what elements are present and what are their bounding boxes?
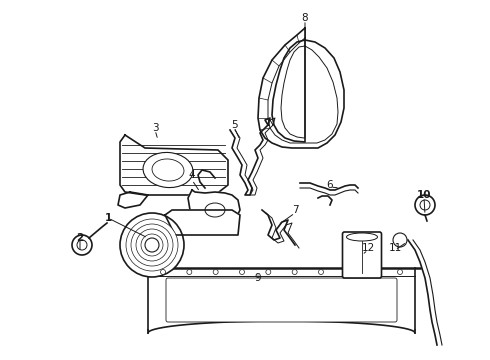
Text: 7: 7 xyxy=(292,205,298,215)
Polygon shape xyxy=(258,28,344,148)
Text: 5: 5 xyxy=(231,120,237,130)
Circle shape xyxy=(187,270,192,274)
FancyBboxPatch shape xyxy=(166,278,397,322)
Polygon shape xyxy=(118,192,148,208)
Text: 1: 1 xyxy=(104,213,112,223)
Ellipse shape xyxy=(152,159,184,181)
Text: 6: 6 xyxy=(327,180,333,190)
Circle shape xyxy=(318,270,323,274)
Circle shape xyxy=(141,234,163,256)
Circle shape xyxy=(397,270,402,274)
Circle shape xyxy=(213,270,218,274)
Text: 12: 12 xyxy=(362,243,375,253)
Circle shape xyxy=(120,213,184,277)
Text: 10: 10 xyxy=(417,190,431,200)
Circle shape xyxy=(240,270,245,274)
Polygon shape xyxy=(120,135,228,195)
Circle shape xyxy=(393,233,407,247)
Text: 8: 8 xyxy=(302,13,308,23)
Text: 11: 11 xyxy=(389,243,402,253)
Circle shape xyxy=(145,238,159,252)
FancyBboxPatch shape xyxy=(343,232,382,278)
Ellipse shape xyxy=(143,152,193,188)
Circle shape xyxy=(415,195,435,215)
Text: 9: 9 xyxy=(255,273,261,283)
Polygon shape xyxy=(188,190,240,225)
Circle shape xyxy=(345,270,350,274)
Circle shape xyxy=(161,270,166,274)
Circle shape xyxy=(292,270,297,274)
Circle shape xyxy=(371,270,376,274)
Circle shape xyxy=(266,270,271,274)
Text: 4: 4 xyxy=(189,170,196,180)
Circle shape xyxy=(126,219,178,271)
Polygon shape xyxy=(148,268,415,333)
Circle shape xyxy=(77,240,87,250)
Polygon shape xyxy=(165,210,240,235)
Ellipse shape xyxy=(346,233,377,241)
Circle shape xyxy=(72,235,92,255)
Circle shape xyxy=(131,224,173,266)
Circle shape xyxy=(420,200,430,210)
Text: 3: 3 xyxy=(152,123,158,133)
Circle shape xyxy=(136,229,168,261)
Text: 2: 2 xyxy=(76,233,84,243)
Ellipse shape xyxy=(205,203,225,217)
